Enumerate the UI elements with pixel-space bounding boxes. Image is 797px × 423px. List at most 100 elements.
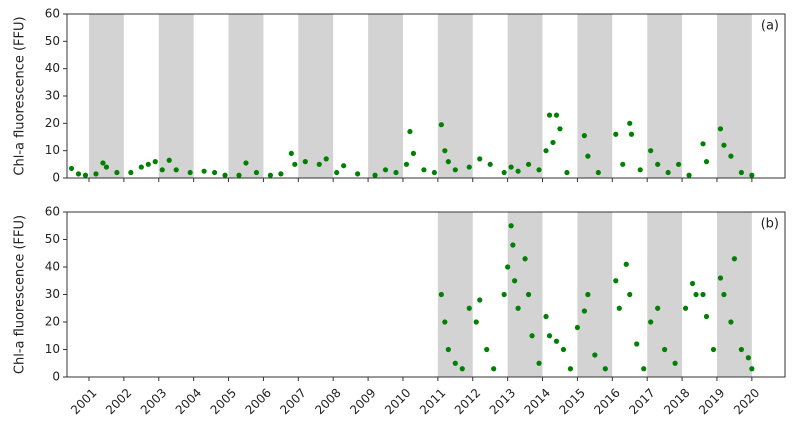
data-point xyxy=(222,172,228,178)
data-point xyxy=(201,168,207,174)
data-point xyxy=(292,161,298,167)
shaded-span xyxy=(577,212,613,377)
x-tick-label: 2009 xyxy=(347,386,378,417)
data-point xyxy=(515,305,521,311)
y-tick-label: 20 xyxy=(45,116,60,130)
data-point xyxy=(410,150,417,156)
x-tick-label: 2010 xyxy=(382,386,413,417)
shaded-span xyxy=(368,14,403,178)
shaded-span xyxy=(298,14,334,178)
y-tick-label: 10 xyxy=(45,143,60,157)
data-point xyxy=(738,169,744,176)
data-point xyxy=(665,169,671,176)
data-point xyxy=(703,159,710,165)
shaded-span xyxy=(88,14,124,178)
data-point xyxy=(738,346,744,353)
data-point xyxy=(689,280,696,287)
data-point xyxy=(686,172,692,178)
data-point xyxy=(641,366,647,372)
shaded-span xyxy=(577,14,613,178)
x-tick-label: 2002 xyxy=(103,386,134,417)
x-tick-label: 2013 xyxy=(487,386,518,417)
shaded-span xyxy=(507,14,543,178)
data-point xyxy=(452,360,458,366)
x-tick-label: 2007 xyxy=(277,386,308,417)
data-point xyxy=(655,161,661,167)
data-point xyxy=(445,159,451,165)
data-point xyxy=(466,305,472,311)
data-point xyxy=(710,346,717,353)
data-point xyxy=(316,161,322,167)
x-tick-label: 2012 xyxy=(452,386,483,417)
data-point xyxy=(508,164,514,170)
data-point xyxy=(546,112,553,118)
data-point xyxy=(103,164,110,170)
data-point xyxy=(355,171,361,177)
data-point xyxy=(187,169,193,176)
y-tick-label: 10 xyxy=(45,342,60,356)
data-point xyxy=(138,164,144,170)
data-point xyxy=(700,291,706,298)
data-point xyxy=(515,168,521,174)
data-point xyxy=(267,172,273,178)
x-tick-label: 2018 xyxy=(661,386,692,417)
data-point xyxy=(505,264,511,270)
data-point xyxy=(675,161,682,167)
data-point xyxy=(700,141,706,147)
data-point xyxy=(288,150,294,156)
data-point xyxy=(536,167,542,173)
data-point xyxy=(546,333,553,339)
data-point xyxy=(529,333,535,339)
data-point xyxy=(728,319,734,325)
shaded-span xyxy=(647,212,683,377)
data-point xyxy=(620,161,626,167)
data-point xyxy=(372,172,378,178)
data-point xyxy=(550,139,556,146)
data-point xyxy=(553,112,560,118)
data-point xyxy=(627,291,633,298)
data-point xyxy=(466,164,472,170)
data-point xyxy=(616,305,622,311)
shaded-span xyxy=(158,14,194,178)
data-point xyxy=(211,169,218,176)
data-point xyxy=(243,160,249,166)
data-point xyxy=(484,346,490,353)
data-point xyxy=(648,148,654,154)
data-point xyxy=(166,157,172,163)
data-point xyxy=(278,171,284,177)
data-point xyxy=(745,355,751,361)
data-point xyxy=(749,366,755,372)
data-point xyxy=(595,169,601,176)
data-point xyxy=(717,275,724,281)
data-point xyxy=(491,366,497,372)
data-point xyxy=(557,126,563,132)
data-point xyxy=(637,167,643,173)
x-tick-label: 2020 xyxy=(731,386,762,417)
data-point xyxy=(553,338,560,344)
data-point xyxy=(627,120,633,126)
data-point xyxy=(128,169,134,176)
x-tick-label: 2008 xyxy=(312,386,343,417)
data-point xyxy=(613,131,619,137)
data-point xyxy=(522,256,528,262)
shaded-span xyxy=(228,14,264,178)
data-point xyxy=(543,148,549,154)
data-point xyxy=(477,297,483,303)
data-point xyxy=(543,313,549,320)
data-point xyxy=(152,159,158,165)
shaded-span xyxy=(647,14,683,178)
data-point xyxy=(114,169,120,176)
data-point xyxy=(592,352,598,358)
data-point xyxy=(721,291,727,298)
data-point xyxy=(510,242,516,248)
y-tick-label: 30 xyxy=(45,287,60,301)
x-tick-label: 2006 xyxy=(243,386,274,417)
data-point xyxy=(703,313,710,320)
data-point xyxy=(159,167,165,173)
data-point xyxy=(501,291,507,298)
data-point xyxy=(717,126,724,132)
data-point xyxy=(438,291,444,298)
x-tick-label: 2001 xyxy=(68,386,99,417)
data-point xyxy=(438,122,444,128)
